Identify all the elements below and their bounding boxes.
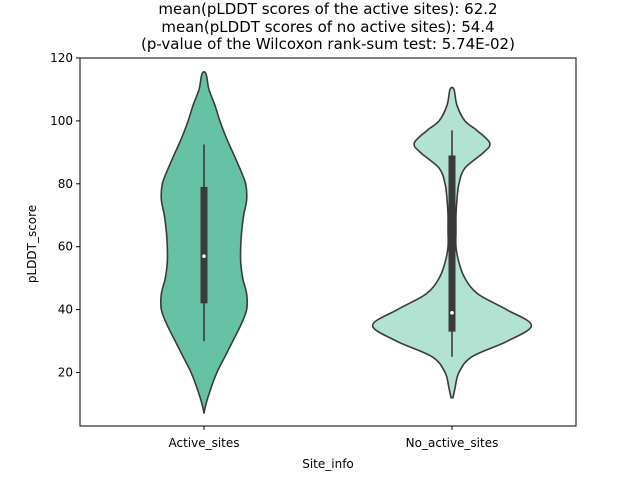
iqr-box-No_active_sites bbox=[448, 155, 456, 332]
plot-frame bbox=[79, 57, 577, 427]
median-dot-Active_sites bbox=[202, 254, 206, 258]
y-tick-label: 120 bbox=[50, 51, 73, 65]
y-axis: 20 40 60 80 100 120 bbox=[50, 51, 80, 380]
y-tick-label: 20 bbox=[58, 366, 73, 380]
y-axis-label: pLDDT_score bbox=[25, 205, 39, 283]
violin-layer bbox=[159, 70, 533, 414]
y-tick-label: 60 bbox=[58, 240, 73, 254]
chart-title-line-3: (p-value of the Wilcoxon rank-sum test: … bbox=[141, 35, 515, 53]
y-tick-label: 100 bbox=[50, 114, 73, 128]
median-dot-No_active_sites bbox=[450, 310, 454, 315]
chart-title-line-2: mean(pLDDT scores of no active sites): 5… bbox=[161, 18, 494, 36]
y-tick-label: 40 bbox=[58, 303, 73, 317]
x-axis-label: Site_info bbox=[302, 457, 354, 471]
x-tick-label: Active_sites bbox=[168, 436, 239, 450]
x-axis: Active_sites No_active_sites bbox=[168, 426, 498, 450]
chart-title-line-1: mean(pLDDT scores of the active sites): … bbox=[158, 0, 497, 18]
y-tick-label: 80 bbox=[58, 177, 73, 191]
x-tick-label: No_active_sites bbox=[406, 436, 499, 450]
iqr-box-Active_sites bbox=[200, 186, 208, 304]
